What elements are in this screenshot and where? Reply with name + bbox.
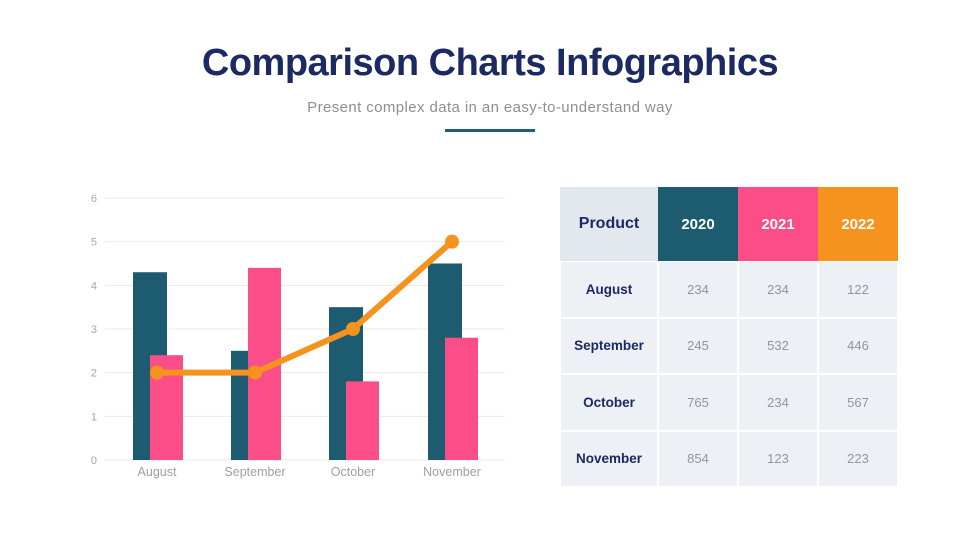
y-axis-tick-label: 2 (91, 368, 97, 380)
table-cell: 532 (738, 317, 818, 374)
table-cell: 122 (818, 261, 898, 318)
page-title: Comparison Charts Infographics (201, 42, 779, 84)
bar-2021-november (445, 337, 478, 460)
line-marker-november (445, 234, 459, 249)
table-cell: 223 (818, 430, 898, 487)
row-label: August (560, 261, 658, 318)
row-label: September (560, 317, 658, 374)
y-axis-tick-label: 6 (91, 193, 97, 205)
line-2022 (154, 238, 455, 376)
table-header-cell-2022: 2022 (818, 187, 898, 261)
y-axis-tick-label: 3 (91, 324, 97, 336)
table-cell: 234 (738, 261, 818, 318)
table-body: August 234 234 122 September 245 532 446 October… (560, 261, 898, 487)
x-axis-label-november: November (423, 465, 481, 479)
line-marker-september (248, 365, 262, 380)
table-cell: 123 (738, 430, 818, 487)
comparison-table: Product 2020 2021 2022 August 234 234 122 Septe… (560, 187, 898, 487)
table-cell: 854 (658, 430, 738, 487)
table-header-cell-2021: 2021 (738, 187, 818, 261)
x-axis-label-september: September (224, 465, 285, 479)
y-axis-tick-label: 5 (91, 237, 97, 249)
row-label: November (560, 430, 658, 487)
table-row-october: October 765 234 567 (560, 374, 898, 431)
bar-2021-october (346, 381, 379, 460)
row-label: October (560, 374, 658, 431)
table-cell: 446 (818, 317, 898, 374)
table-row-august: August 234 234 122 (560, 261, 898, 318)
table-cell: 567 (818, 374, 898, 431)
table-cell: 234 (738, 374, 818, 431)
table-cell: 234 (658, 261, 738, 318)
table-cell: 245 (658, 317, 738, 374)
x-axis-label-august: August (138, 465, 177, 479)
table-cell: 765 (658, 374, 738, 431)
y-axis-tick-label: 1 (91, 411, 97, 423)
page-subtitle: Present complex data in an easy-to-under… (307, 99, 673, 116)
table-header-cell-2020: 2020 (658, 187, 738, 261)
table-row-november: November 854 123 223 (560, 430, 898, 487)
y-axis-tick-label: 4 (91, 280, 97, 292)
table-header-cell-product: Product (560, 187, 658, 261)
table-header-row: Product 2020 2021 2022 (560, 187, 898, 261)
line-marker-august (150, 365, 164, 380)
title-underline-divider (445, 129, 535, 132)
line-marker-october (346, 321, 360, 336)
x-axis-label-october: October (331, 465, 375, 479)
table-row-september: September 245 532 446 (560, 317, 898, 374)
comparison-chart: 0 1 2 3 4 5 6 August September October November (91, 193, 505, 479)
y-axis-tick-label: 0 (91, 455, 97, 467)
